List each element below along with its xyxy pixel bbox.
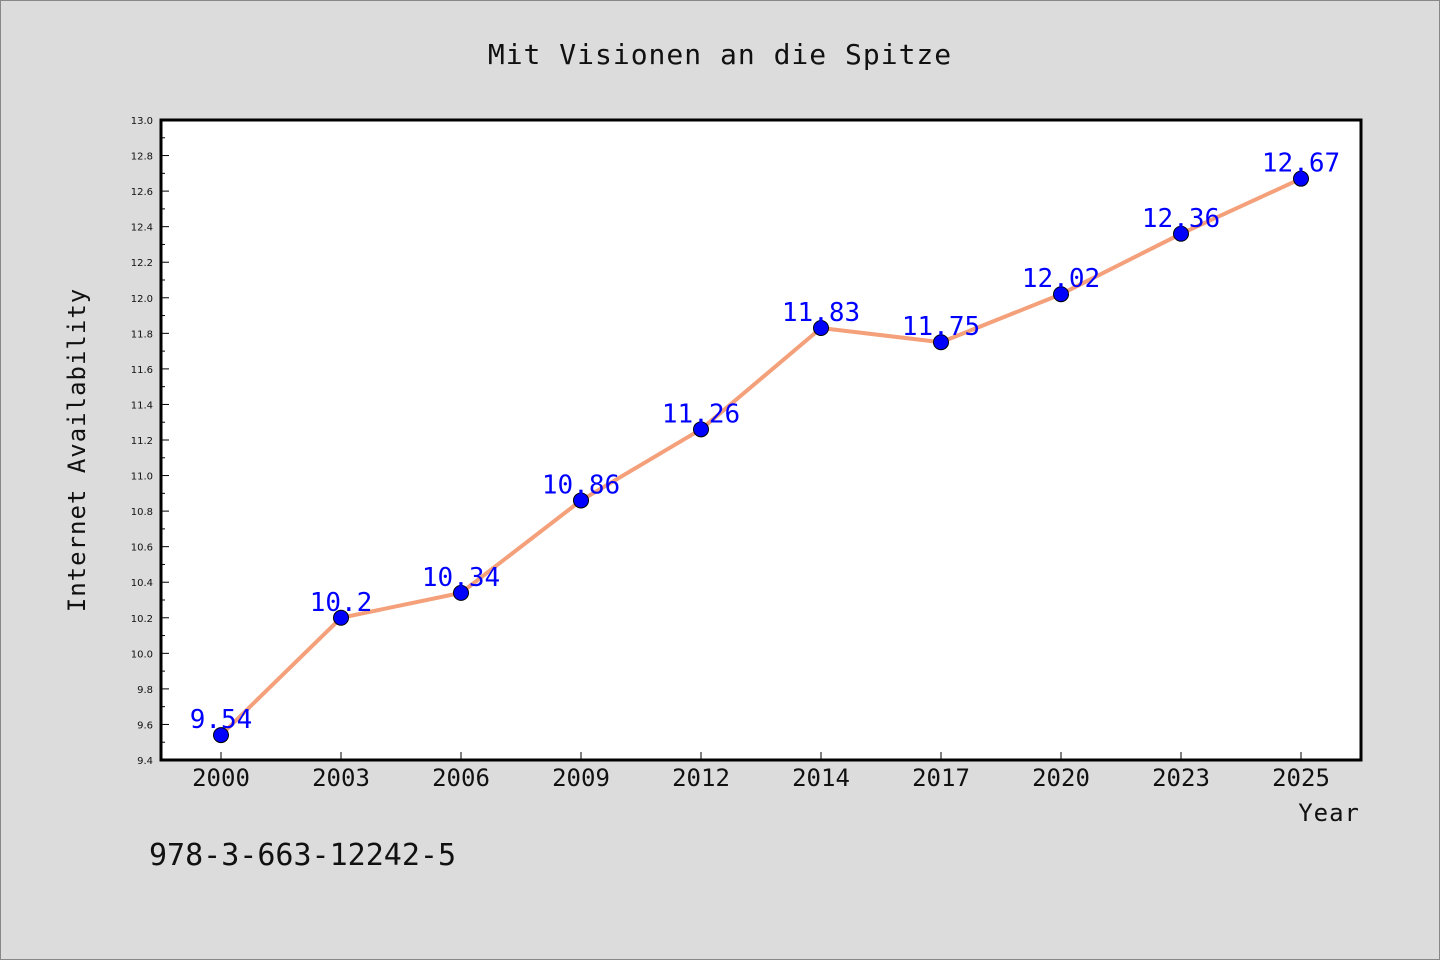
x-tick-label: 2014 — [792, 764, 850, 792]
y-tick-label: 11.2 — [131, 436, 153, 447]
series-line-path — [219, 176, 1302, 737]
data-label: 11.75 — [902, 312, 980, 342]
data-label: 10.34 — [422, 563, 500, 593]
y-axis: 9.4 9.6 9.8 10.0 10.2 10.4 10.6 10.8 11.0 11.2 11.… — [131, 116, 169, 767]
y-tick-label: 13.0 — [131, 116, 153, 127]
y-tick-label: 11.6 — [131, 365, 153, 376]
x-axis-label: Year — [1298, 799, 1360, 827]
y-axis-label: Internet Availability — [63, 288, 91, 612]
data-point — [1053, 286, 1069, 303]
x-tick-label: 2020 — [1032, 764, 1090, 792]
data-label: 12.67 — [1262, 149, 1340, 179]
y-tick-label: 12.4 — [131, 223, 153, 234]
plot-area — [159, 118, 1363, 762]
x-tick-label: 2000 — [192, 764, 250, 792]
data-point — [1173, 225, 1189, 242]
data-point — [813, 320, 829, 336]
data-point — [933, 334, 949, 351]
y-tick-label: 12.0 — [131, 294, 153, 305]
data-point — [573, 492, 589, 509]
y-tick-label: 9.4 — [137, 756, 153, 767]
y-tick-label: 12.2 — [131, 258, 153, 269]
data-point — [1293, 170, 1309, 187]
y-tick-label: 12.6 — [131, 187, 153, 198]
y-tick-label: 9.6 — [137, 720, 153, 731]
y-tick-label: 10.2 — [131, 614, 153, 625]
x-tick-label: 2023 — [1152, 764, 1210, 792]
data-label: 12.36 — [1142, 204, 1220, 234]
y-tick-label: 12.8 — [131, 152, 153, 163]
data-point — [693, 421, 709, 438]
x-tick-label: 2025 — [1272, 764, 1330, 792]
data-label: 11.26 — [662, 399, 740, 429]
data-point — [213, 727, 229, 744]
data-label: 12.02 — [1022, 264, 1100, 294]
y-tick-label: 10.6 — [131, 543, 153, 554]
data-label: 11.83 — [782, 298, 860, 328]
y-tick-label: 10.4 — [131, 578, 153, 589]
series-line: 9.54 10.2 10.34 10.86 11.26 11.83 11.75 12.02 12… — [190, 149, 1340, 744]
y-tick-label: 11.4 — [131, 400, 153, 411]
isbn-footnote: 978-3-663-12242-5 — [149, 838, 456, 873]
y-tick-label: 10.8 — [131, 507, 153, 518]
x-tick-label: 2009 — [552, 764, 610, 792]
y-tick-label: 10.0 — [131, 649, 153, 660]
x-tick-label: 2017 — [912, 764, 970, 792]
x-tick-label: 2012 — [672, 764, 730, 792]
x-tick-label: 2006 — [432, 764, 490, 792]
y-tick-label: 11.0 — [131, 472, 153, 483]
data-point — [453, 584, 469, 601]
data-label: 10.2 — [310, 588, 373, 618]
y-tick-label: 9.8 — [137, 685, 153, 696]
y-tick-label: 11.8 — [131, 329, 153, 340]
chart-title: Mit Visionen an die Spitze — [488, 38, 952, 71]
x-tick-label: 2003 — [312, 764, 370, 792]
data-label: 9.54 — [190, 705, 253, 735]
x-axis: 2000 2003 2006 2009 2012 2014 2017 2020 2023 2025 — [192, 752, 1330, 792]
data-point — [333, 609, 349, 626]
data-label: 10.86 — [542, 470, 620, 500]
